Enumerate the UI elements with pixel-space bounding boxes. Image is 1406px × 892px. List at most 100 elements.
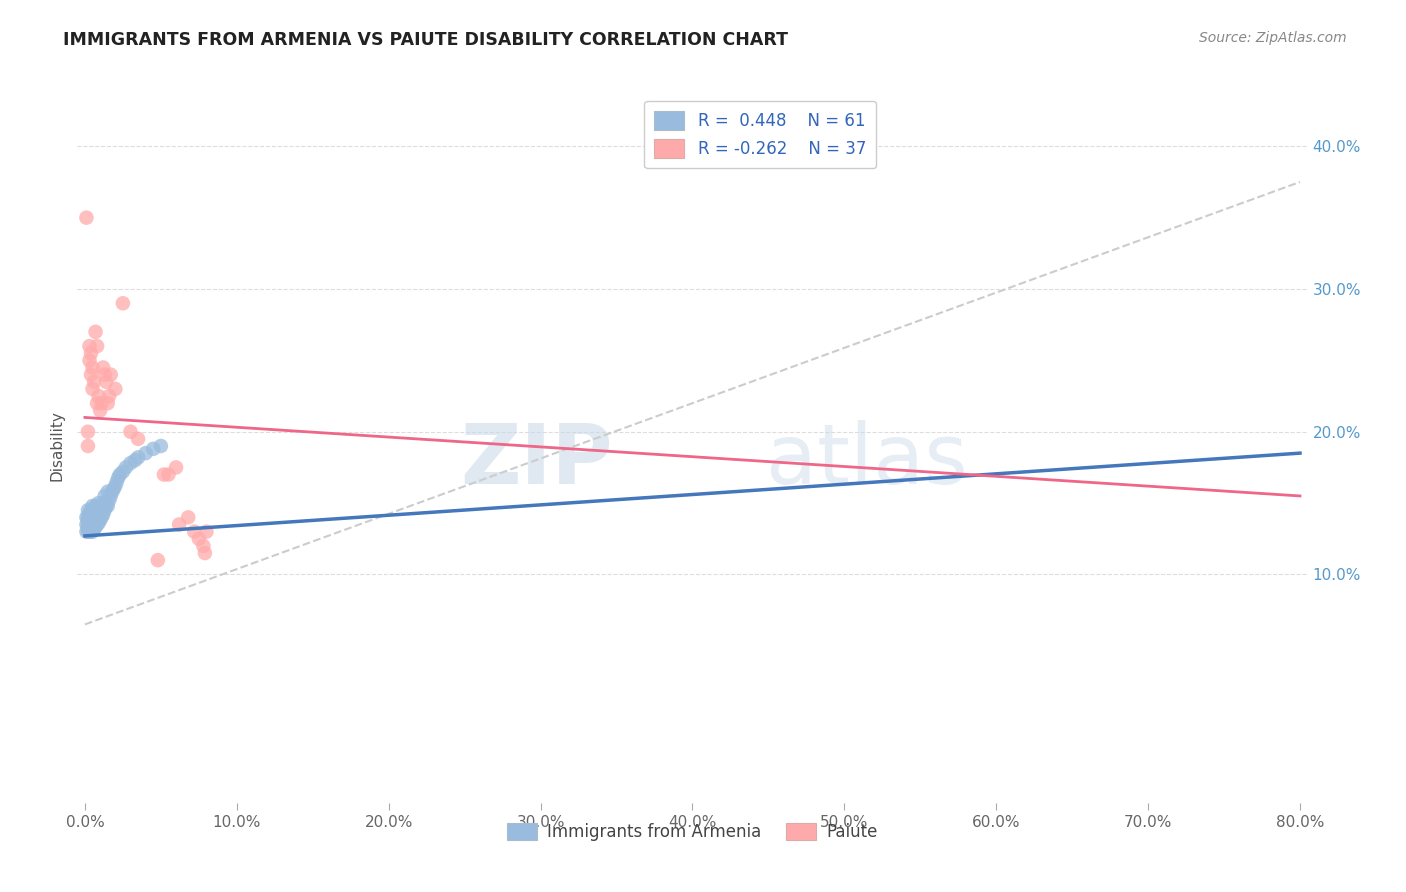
Point — [77, 522, 100, 536]
Point — [98, 389, 121, 403]
Text: IMMIGRANTS FROM ARMENIA VS PAIUTE DISABILITY CORRELATION CHART: IMMIGRANTS FROM ARMENIA VS PAIUTE DISABI… — [63, 31, 789, 49]
Point — [83, 375, 105, 389]
Point — [146, 553, 169, 567]
Point — [100, 368, 122, 382]
Point — [79, 339, 101, 353]
Point — [84, 499, 107, 513]
Point — [177, 510, 200, 524]
Point — [167, 517, 190, 532]
Point — [77, 510, 100, 524]
Point — [77, 425, 100, 439]
Point — [111, 465, 134, 479]
Point — [84, 325, 107, 339]
Point — [157, 467, 180, 482]
Point — [79, 506, 101, 520]
Point — [98, 493, 121, 508]
Point — [104, 479, 127, 493]
Point — [165, 460, 187, 475]
Point — [91, 496, 114, 510]
Point — [79, 516, 101, 530]
Point — [195, 524, 218, 539]
Point — [142, 442, 165, 456]
Point — [79, 524, 101, 539]
Point — [80, 524, 103, 539]
Point — [104, 382, 127, 396]
Y-axis label: Disability: Disability — [49, 410, 65, 482]
Point — [83, 513, 105, 527]
Point — [80, 346, 103, 360]
Point — [83, 503, 105, 517]
Point — [153, 467, 176, 482]
Point — [103, 482, 125, 496]
Point — [75, 517, 97, 532]
Point — [90, 499, 112, 513]
Point — [97, 499, 120, 513]
Point — [120, 425, 142, 439]
Point — [97, 396, 120, 410]
Point — [97, 484, 120, 499]
Point — [107, 470, 129, 484]
Point — [84, 520, 107, 534]
Text: ZIP: ZIP — [460, 420, 613, 500]
Point — [187, 532, 209, 546]
Point — [89, 513, 111, 527]
Point — [96, 375, 118, 389]
Legend: Immigrants from Armenia, Paiute: Immigrants from Armenia, Paiute — [501, 816, 884, 848]
Point — [194, 546, 217, 560]
Point — [80, 516, 103, 530]
Point — [89, 403, 111, 417]
Point — [127, 432, 149, 446]
Point — [77, 513, 100, 527]
Point — [75, 510, 97, 524]
Point — [115, 460, 138, 475]
Point — [120, 456, 142, 470]
Point — [149, 439, 172, 453]
Point — [79, 510, 101, 524]
Point — [80, 368, 103, 382]
Point — [82, 510, 104, 524]
Point — [100, 489, 122, 503]
Point — [86, 396, 108, 410]
Point — [87, 389, 110, 403]
Point — [111, 296, 134, 310]
Point — [75, 524, 97, 539]
Point — [75, 211, 97, 225]
Point — [87, 516, 110, 530]
Point — [108, 467, 131, 482]
Point — [135, 446, 157, 460]
Point — [77, 517, 100, 532]
Point — [82, 360, 104, 375]
Point — [80, 503, 103, 517]
Point — [77, 524, 100, 539]
Point — [89, 503, 111, 517]
Point — [93, 489, 115, 503]
Point — [77, 439, 100, 453]
Point — [101, 484, 124, 499]
Point — [90, 396, 112, 410]
Point — [77, 503, 100, 517]
Point — [91, 508, 114, 522]
Text: atlas: atlas — [766, 420, 967, 500]
Point — [86, 508, 108, 522]
Point — [90, 510, 112, 524]
Point — [91, 360, 114, 375]
Point — [193, 539, 215, 553]
Point — [87, 496, 110, 510]
Point — [87, 508, 110, 522]
Point — [105, 475, 128, 489]
Point — [80, 520, 103, 534]
Point — [96, 499, 118, 513]
Point — [183, 524, 205, 539]
Point — [82, 382, 104, 396]
Point — [79, 520, 101, 534]
Point — [83, 522, 105, 536]
Point — [93, 503, 115, 517]
Point — [84, 510, 107, 524]
Point — [127, 450, 149, 465]
Point — [82, 517, 104, 532]
Point — [79, 353, 101, 368]
Point — [82, 499, 104, 513]
Point — [80, 510, 103, 524]
Point — [86, 339, 108, 353]
Point — [93, 368, 115, 382]
